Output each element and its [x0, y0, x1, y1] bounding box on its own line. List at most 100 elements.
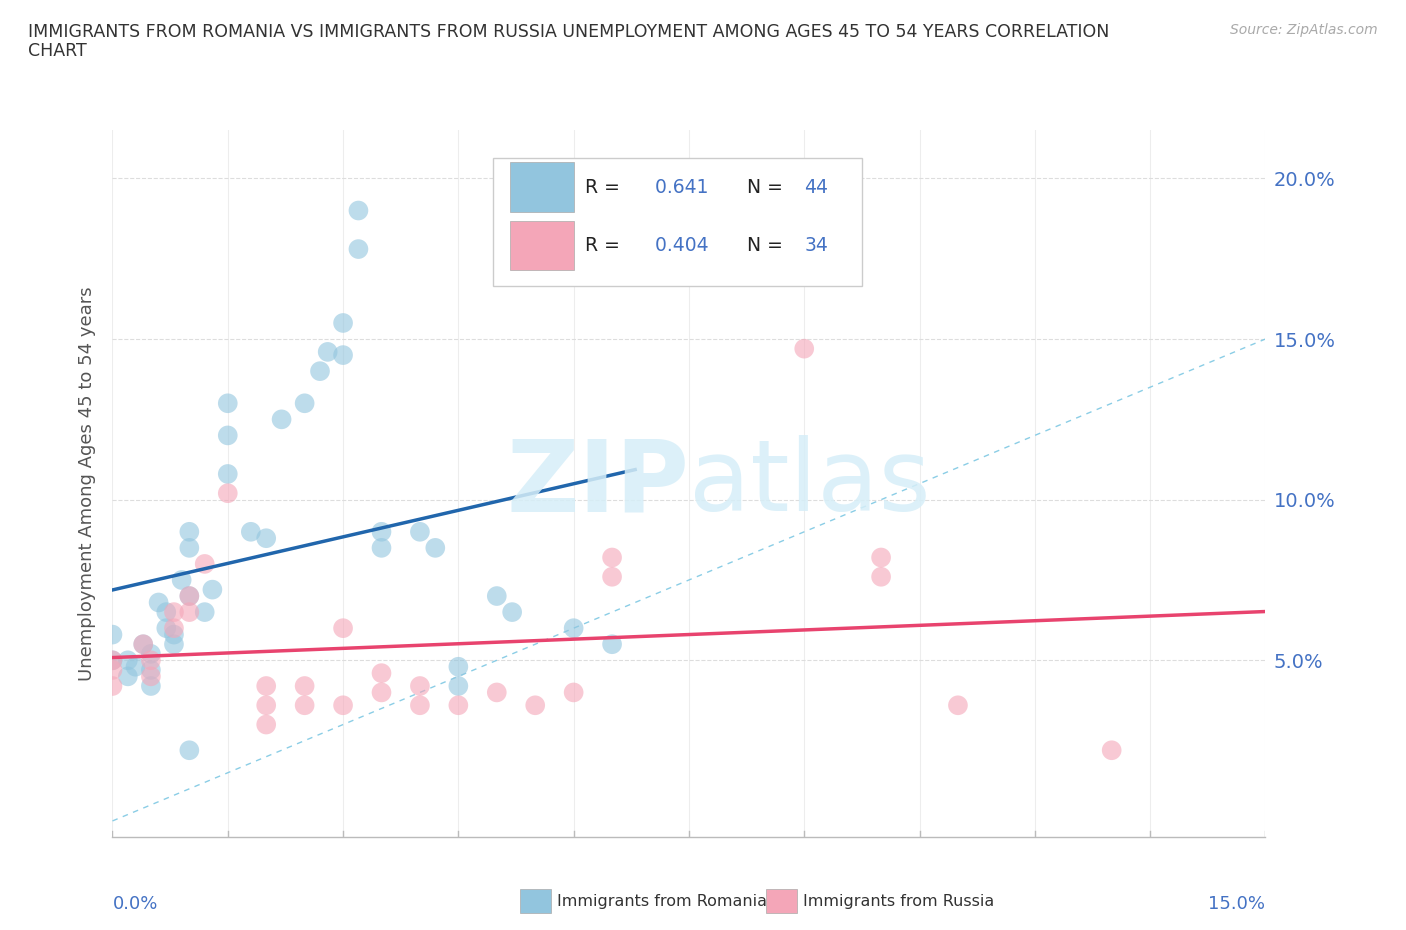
Point: [309, 364, 332, 379]
Text: atlas: atlas: [689, 435, 931, 532]
Point: [163, 627, 186, 642]
Point: [179, 589, 201, 604]
Point: [217, 396, 239, 411]
Point: [870, 569, 893, 584]
Point: [501, 604, 523, 619]
Point: [347, 203, 370, 218]
Point: [101, 653, 124, 668]
Point: [793, 341, 815, 356]
Point: [101, 627, 124, 642]
Point: [294, 698, 316, 712]
Point: [148, 595, 170, 610]
Point: [562, 620, 585, 635]
Point: [332, 348, 354, 363]
Text: R =: R =: [585, 178, 626, 196]
Point: [332, 315, 354, 330]
Point: [101, 662, 124, 677]
FancyBboxPatch shape: [510, 221, 574, 271]
Point: [139, 679, 162, 694]
Point: [179, 604, 201, 619]
Point: [179, 589, 201, 604]
Text: 0.0%: 0.0%: [112, 895, 157, 913]
Point: [332, 620, 354, 635]
Text: N =: N =: [735, 178, 789, 196]
Point: [201, 582, 224, 597]
Text: 44: 44: [804, 178, 828, 196]
Bar: [520, 889, 551, 913]
Text: CHART: CHART: [28, 42, 87, 60]
Point: [139, 669, 162, 684]
Point: [101, 653, 124, 668]
FancyBboxPatch shape: [494, 158, 862, 286]
Point: [316, 344, 339, 359]
Point: [217, 428, 239, 443]
Point: [170, 573, 193, 588]
Point: [370, 540, 392, 555]
Point: [194, 556, 217, 571]
Point: [179, 743, 201, 758]
Point: [347, 242, 370, 257]
Point: [409, 698, 432, 712]
FancyBboxPatch shape: [510, 163, 574, 212]
Y-axis label: Unemployment Among Ages 45 to 54 years: Unemployment Among Ages 45 to 54 years: [77, 286, 96, 681]
Point: [163, 604, 186, 619]
Point: [485, 589, 508, 604]
Point: [370, 666, 392, 681]
Point: [409, 679, 432, 694]
Point: [332, 698, 354, 712]
Point: [132, 637, 155, 652]
Text: 15.0%: 15.0%: [1208, 895, 1265, 913]
Point: [370, 525, 392, 539]
Point: [485, 685, 508, 700]
Point: [117, 653, 139, 668]
Point: [447, 659, 470, 674]
Point: [254, 679, 277, 694]
Point: [254, 531, 277, 546]
Text: Immigrants from Romania: Immigrants from Romania: [557, 894, 766, 909]
Point: [239, 525, 262, 539]
Point: [155, 620, 177, 635]
Text: 34: 34: [804, 236, 828, 255]
Text: Immigrants from Russia: Immigrants from Russia: [803, 894, 994, 909]
Point: [409, 525, 432, 539]
Point: [179, 525, 201, 539]
Point: [139, 646, 162, 661]
Point: [124, 659, 146, 674]
Point: [163, 620, 186, 635]
Point: [194, 604, 217, 619]
Text: IMMIGRANTS FROM ROMANIA VS IMMIGRANTS FROM RUSSIA UNEMPLOYMENT AMONG AGES 45 TO : IMMIGRANTS FROM ROMANIA VS IMMIGRANTS FR…: [28, 23, 1109, 41]
Point: [425, 540, 447, 555]
Point: [117, 669, 139, 684]
Point: [179, 540, 201, 555]
Point: [1101, 743, 1123, 758]
Text: 0.641: 0.641: [648, 178, 709, 196]
Point: [946, 698, 969, 712]
Bar: [766, 889, 797, 913]
Point: [101, 679, 124, 694]
Point: [155, 604, 177, 619]
Point: [870, 550, 893, 565]
Text: ZIP: ZIP: [506, 435, 689, 532]
Point: [294, 396, 316, 411]
Text: Source: ZipAtlas.com: Source: ZipAtlas.com: [1230, 23, 1378, 37]
Point: [217, 485, 239, 500]
Point: [163, 637, 186, 652]
Point: [270, 412, 292, 427]
Text: R =: R =: [585, 236, 626, 255]
Point: [132, 637, 155, 652]
Point: [524, 698, 547, 712]
Text: 0.404: 0.404: [648, 236, 709, 255]
Point: [139, 662, 162, 677]
Point: [600, 569, 623, 584]
Point: [139, 653, 162, 668]
Point: [294, 679, 316, 694]
Point: [254, 698, 277, 712]
Point: [447, 679, 470, 694]
Text: N =: N =: [735, 236, 789, 255]
Point: [562, 685, 585, 700]
Point: [600, 550, 623, 565]
Point: [447, 698, 470, 712]
Point: [370, 685, 392, 700]
Point: [600, 637, 623, 652]
Point: [217, 467, 239, 482]
